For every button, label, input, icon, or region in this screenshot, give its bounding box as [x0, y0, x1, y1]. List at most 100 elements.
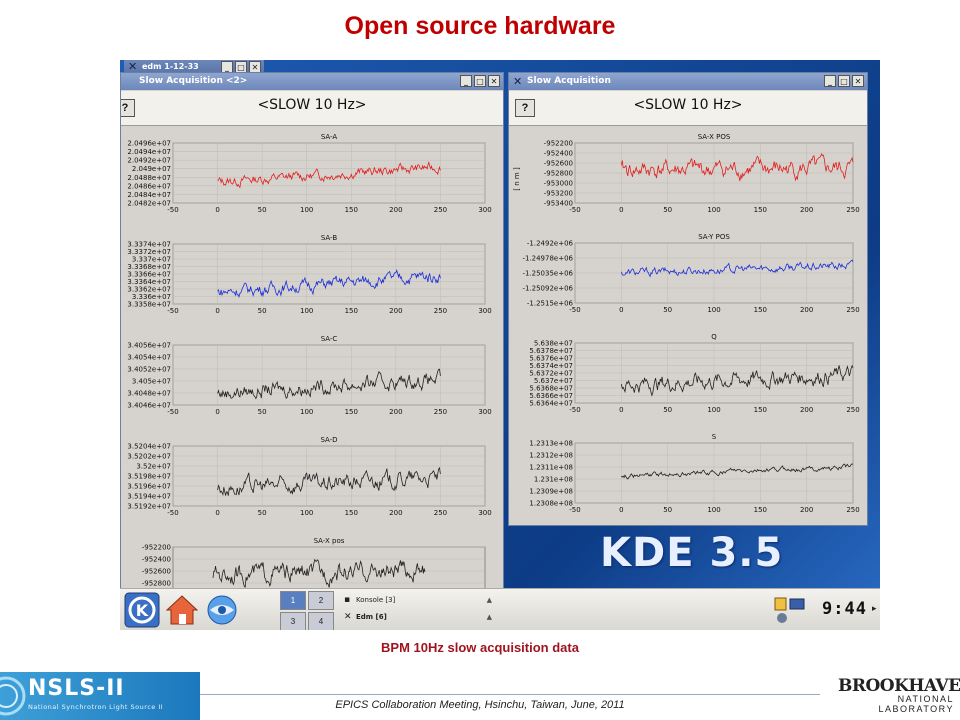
y-tick-label: 3.5202e+07 — [127, 453, 171, 461]
slow-acquisition-window[interactable]: ✕ Slow Acquisition _ □ ✕ ? <SLOW 10 Hz> … — [508, 72, 868, 526]
plot-title: SA-X POS — [698, 133, 731, 141]
y-tick-label: 5.6378e+07 — [529, 347, 573, 355]
y-tick-label: 5.6364e+07 — [529, 400, 573, 408]
signal-trace — [621, 463, 854, 480]
maximize-icon[interactable]: □ — [838, 75, 850, 87]
x-tick-label: 250 — [434, 509, 447, 517]
y-tick-label: 3.3374e+07 — [127, 241, 171, 249]
kde-menu-icon[interactable]: K — [124, 592, 160, 628]
task-konsole[interactable]: ▪ Konsole [3] ▲ — [342, 592, 492, 609]
footer-divider — [200, 694, 820, 695]
x-tick-label: 300 — [478, 307, 491, 315]
x-tick-label: 50 — [663, 306, 672, 314]
minimize-icon[interactable]: _ — [460, 75, 472, 87]
plot-title: SA-D — [320, 436, 337, 444]
x-tick-label: 150 — [754, 206, 767, 214]
minimize-icon[interactable]: _ — [824, 75, 836, 87]
task-edm[interactable]: ✕ Edm [6] ▲ — [342, 609, 492, 626]
y-tick-label: 3.3358e+07 — [127, 301, 171, 309]
y-tick-label: 3.4056e+07 — [127, 342, 171, 350]
y-tick-label: 1.2313e+08 — [529, 440, 573, 448]
x-app-icon: ✕ — [513, 75, 523, 88]
x-tick-label: 100 — [707, 506, 720, 514]
desktop-4-button[interactable]: 4 — [308, 612, 334, 630]
signal-trace — [212, 558, 426, 588]
expand-up-icon[interactable]: ▲ — [486, 596, 492, 604]
y-tick-label: -953400 — [544, 200, 573, 208]
svg-text:K: K — [136, 601, 149, 620]
back-window[interactable]: ✕ edm 1-12-33 _ □ ✕ — [124, 60, 264, 74]
web-browser-icon[interactable] — [204, 592, 240, 628]
nsls-ii-logo: NSLS-II National Synchrotron Light Sourc… — [0, 672, 200, 720]
plot-title: SA-B — [321, 234, 337, 242]
y-tick-label: 2.0484e+07 — [127, 191, 171, 199]
y-tick-label: 5.638e+07 — [534, 340, 573, 348]
slow-acquisition-window-2[interactable]: Slow Acquisition <2> _ □ ✕ ? <SLOW 10 Hz… — [120, 72, 504, 590]
x-tick-label: 0 — [619, 406, 623, 414]
x-tick-label: 150 — [754, 506, 767, 514]
terminal-icon: ▪ — [344, 595, 351, 605]
y-tick-label: -952400 — [142, 556, 171, 564]
x-tick-label: -50 — [569, 506, 580, 514]
y-tick-label: -953000 — [544, 180, 573, 188]
x-tick-label: 100 — [300, 509, 313, 517]
y-tick-label: -1.25035e+06 — [522, 270, 573, 278]
y-tick-label: 3.5194e+07 — [127, 493, 171, 501]
y-tick-label: 3.3366e+07 — [127, 271, 171, 279]
expand-up-icon[interactable]: ▲ — [486, 613, 492, 621]
x-tick-label: 100 — [707, 406, 720, 414]
x-tick-label: 50 — [258, 206, 267, 214]
y-tick-label: 1.2312e+08 — [529, 452, 573, 460]
clock[interactable]: 9:44 — [822, 599, 867, 619]
plot-panel: SA-C 3.4056e+07 3.4054e+07 3.4052e+07 3.405e… — [127, 335, 491, 416]
y-tick-label: -953200 — [544, 190, 573, 198]
x-tick-label: 200 — [389, 408, 402, 416]
x-tick-label: 200 — [389, 509, 402, 517]
y-tick-label: 2.0482e+07 — [127, 200, 171, 208]
x-tick-label: 50 — [663, 506, 672, 514]
plot-panel: SA-X POS -952200 -952400 -952600 -952800 -953… — [544, 133, 860, 214]
home-icon[interactable] — [164, 592, 200, 628]
x-tick-label: 300 — [478, 206, 491, 214]
x-tick-label: -50 — [167, 408, 178, 416]
x-tick-label: 50 — [258, 408, 267, 416]
y-tick-label: 3.5192e+07 — [127, 503, 171, 511]
x-tick-label: 150 — [345, 408, 358, 416]
y-tick-label: -952200 — [142, 544, 171, 552]
x-tick-label: -50 — [167, 509, 178, 517]
help-button[interactable]: ? — [121, 99, 135, 117]
plot-panel: SA-B 3.3374e+073.3372e+073.337e+073.3368e… — [127, 234, 491, 315]
x-tick-label: 250 — [846, 406, 859, 414]
x-tick-label: 250 — [434, 307, 447, 315]
y-tick-label: -1.2515e+06 — [527, 300, 574, 308]
y-tick-label: 3.4052e+07 — [127, 366, 171, 374]
desktop-3-button[interactable]: 3 — [280, 612, 306, 630]
window-controls: _ □ ✕ — [824, 75, 864, 87]
desktop-1-button[interactable]: 1 — [280, 591, 306, 610]
window-titlebar[interactable]: Slow Acquisition <2> _ □ ✕ — [121, 73, 503, 90]
x-tick-label: 100 — [707, 306, 720, 314]
x-tick-label: 50 — [663, 206, 672, 214]
y-tick-label: -952400 — [544, 150, 573, 158]
y-tick-label: 2.0486e+07 — [127, 182, 171, 190]
maximize-icon[interactable]: □ — [474, 75, 486, 87]
y-tick-label: 1.231e+08 — [534, 476, 573, 484]
desktop-2-button[interactable]: 2 — [308, 591, 334, 610]
x-tick-label: 150 — [345, 307, 358, 315]
back-window-titlebar[interactable]: ✕ edm 1-12-33 _ □ ✕ — [124, 60, 264, 74]
window-titlebar[interactable]: ✕ Slow Acquisition _ □ ✕ — [509, 73, 867, 90]
x-tick-label: -50 — [569, 306, 580, 314]
y-tick-label: 3.3362e+07 — [127, 286, 171, 294]
minimize-icon[interactable]: _ — [221, 61, 233, 73]
help-button[interactable]: ? — [515, 99, 535, 117]
x-tick-label: 50 — [663, 406, 672, 414]
plot-panel: SA-A 2.0496e+072.0494e+072.0492e+072.049e… — [127, 133, 491, 214]
x-tick-label: 0 — [619, 506, 623, 514]
close-icon[interactable]: ✕ — [488, 75, 500, 87]
panel-arrow-icon[interactable]: ▸ — [872, 603, 877, 613]
x-tick-label: -50 — [167, 206, 178, 214]
close-icon[interactable]: ✕ — [852, 75, 864, 87]
window-header: ? <SLOW 10 Hz> — [121, 91, 503, 126]
